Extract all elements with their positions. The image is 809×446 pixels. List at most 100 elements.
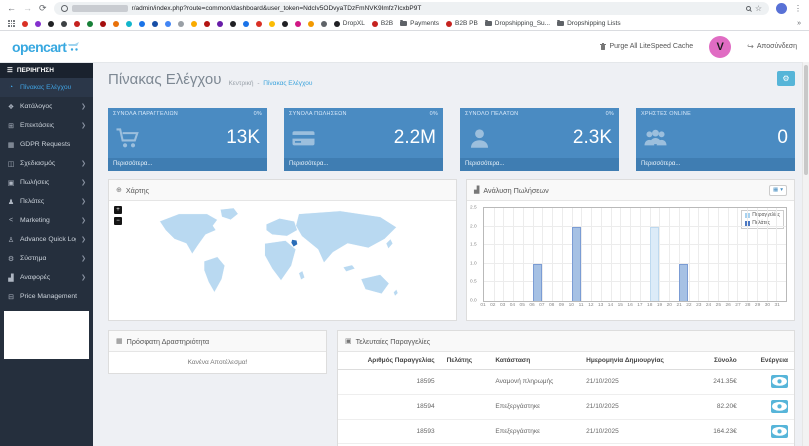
- bookmark-favicon[interactable]: [151, 20, 158, 27]
- breadcrumb-home-link[interactable]: Κεντρική: [228, 80, 254, 87]
- map-zoom-in-button[interactable]: +: [114, 206, 122, 214]
- sidebar-item-πίνακας-ελέγχου[interactable]: ◔ Πίνακας Ελέγχου: [0, 78, 93, 97]
- bookmark-favicon[interactable]: [203, 20, 210, 27]
- chart-gridline: [610, 208, 612, 301]
- sidebar-item-σχεδιασμός[interactable]: ◫ Σχεδιασμός ❯: [0, 154, 93, 173]
- tile-more-link[interactable]: Περισσότερα...: [108, 158, 267, 171]
- browser-profile-avatar[interactable]: [776, 3, 787, 14]
- bookmark-favicon[interactable]: [216, 20, 223, 27]
- chevron-right-icon: ❯: [80, 237, 86, 243]
- chart-gridline: [552, 208, 554, 301]
- orders-column-header: Ενέργεια: [742, 352, 794, 370]
- chart-legend: ΠαραγγελίεςΠελάτες: [741, 210, 784, 229]
- site-info-icon[interactable]: [60, 5, 68, 12]
- bookmark-item[interactable]: Dropshipping Lists: [557, 19, 621, 27]
- sidebar-item-πωλήσεις[interactable]: ▣ Πωλήσεις ❯: [0, 173, 93, 192]
- chevron-right-icon: ❯: [80, 180, 86, 186]
- tile-value: 2.2M: [393, 126, 436, 148]
- page-scrollbar[interactable]: [802, 62, 809, 446]
- sidebar-item-κατάλογος[interactable]: ❖ Κατάλογος ❯: [0, 97, 93, 116]
- sidebar-item-label: Πελάτες: [20, 198, 45, 205]
- bookmark-favicon[interactable]: [34, 20, 41, 27]
- stat-tile: ΣΥΝΟΛΑ ΠΑΡΑΓΓΕΛΙΩΝ 0% 13K Περισσότερα...: [108, 108, 267, 171]
- view-order-button[interactable]: [771, 424, 788, 438]
- bookmark-item[interactable]: DropXL: [333, 20, 365, 27]
- chart-gridline: [493, 208, 495, 301]
- bookmark-favicon[interactable]: [138, 20, 145, 27]
- bookmark-favicon[interactable]: [294, 20, 301, 27]
- browser-menu-icon[interactable]: ⋮: [794, 4, 802, 13]
- sidebar-item-σύστημα[interactable]: ⚙ Σύστημα ❯: [0, 249, 93, 268]
- bookmark-favicon[interactable]: [307, 20, 314, 27]
- chart-x-tick: 05: [519, 303, 525, 308]
- url-text[interactable]: r/admin/index.php?route=common/dashboard…: [131, 5, 422, 12]
- bookmark-star-icon[interactable]: ☆: [754, 3, 762, 13]
- scrollbar-thumb[interactable]: [804, 65, 808, 175]
- view-order-button[interactable]: [771, 399, 788, 413]
- address-bar[interactable]: r/admin/index.php?route=common/dashboard…: [53, 2, 769, 15]
- bookmark-item[interactable]: B2B PB: [446, 20, 478, 27]
- sidebar-item-πελάτες[interactable]: ♟ Πελάτες ❯: [0, 192, 93, 211]
- tile-more-link[interactable]: Περισσότερα...: [636, 158, 795, 171]
- bookmark-favicon[interactable]: [242, 20, 249, 27]
- bookmark-favicon[interactable]: [112, 20, 119, 27]
- refresh-icon[interactable]: ⟳: [39, 3, 47, 13]
- back-icon[interactable]: ←: [7, 3, 16, 13]
- user-avatar[interactable]: V: [709, 35, 732, 58]
- table-cell: 241.35€: [696, 369, 743, 395]
- sidebar-item-gdpr-requests[interactable]: ▦ GDPR Requests: [0, 135, 93, 154]
- sidebar-item-αναφορές[interactable]: ▟ Αναφορές ❯: [0, 268, 93, 287]
- chart-gridline: [484, 262, 786, 264]
- chart-date-range-button[interactable]: ▦ ▾: [769, 184, 787, 196]
- chart-x-tick: 14: [607, 303, 614, 308]
- view-order-button[interactable]: [771, 375, 788, 388]
- forward-icon[interactable]: →: [23, 3, 32, 13]
- table-cell-action: [742, 419, 794, 445]
- chevron-right-icon: ❯: [80, 123, 86, 129]
- table-cell: 18591: [338, 443, 441, 446]
- apps-grid-icon[interactable]: [8, 20, 15, 27]
- sidebar-item-marketing[interactable]: < Marketing ❯: [0, 211, 93, 230]
- breadcrumb-current-link[interactable]: Πίνακας Ελέγχου: [263, 80, 313, 87]
- purge-cache-button[interactable]: Purge All LiteSpeed Cache: [600, 43, 693, 50]
- bookmark-item[interactable]: Payments: [400, 19, 439, 27]
- bookmark-item[interactable]: B2B: [371, 20, 393, 27]
- bookmarks-overflow-icon[interactable]: »: [797, 20, 801, 27]
- orders-column-header: Κατάσταση: [489, 352, 581, 370]
- zoom-indicator-icon[interactable]: [745, 6, 751, 11]
- tile-more-link[interactable]: Περισσότερα...: [284, 158, 443, 171]
- bookmark-favicon[interactable]: [73, 20, 80, 27]
- orders-panel-title: Τελευταίες Παραγγελίες: [355, 336, 431, 346]
- bookmark-favicon[interactable]: [60, 20, 67, 27]
- tile-more-link[interactable]: Περισσότερα...: [460, 158, 619, 171]
- bookmark-favicon[interactable]: [255, 20, 262, 27]
- sidebar-item-advance-quick-login[interactable]: ♙ Advance Quick Login ❯: [0, 230, 93, 249]
- bookmark-item[interactable]: Dropshipping_Su...: [484, 19, 550, 27]
- bookmark-favicon[interactable]: [125, 20, 132, 27]
- table-cell: Αναμονή πληρωμής: [489, 369, 581, 395]
- bookmark-favicon[interactable]: [21, 20, 28, 27]
- dashboard-settings-button[interactable]: ⚙: [777, 71, 795, 86]
- bookmark-favicon[interactable]: [320, 20, 327, 27]
- table-cell: [440, 369, 490, 395]
- bookmark-favicon[interactable]: [99, 20, 106, 27]
- chart-x-tick: 27: [735, 303, 741, 308]
- chart-gridline: [522, 208, 524, 301]
- bookmark-favicon[interactable]: [268, 20, 275, 27]
- tile-value: 0: [777, 126, 788, 148]
- chart-x-tick: 04: [509, 303, 516, 308]
- world-map[interactable]: + −: [109, 201, 456, 320]
- table-cell: [440, 394, 490, 420]
- bookmark-favicon[interactable]: [177, 20, 184, 27]
- bookmark-favicon[interactable]: [47, 20, 54, 27]
- bookmark-favicon[interactable]: [86, 20, 93, 27]
- sidebar-item-επεκτάσεις[interactable]: ⊞ Επεκτάσεις ❯: [0, 116, 93, 135]
- bookmark-favicon[interactable]: [281, 20, 288, 27]
- bookmark-favicon[interactable]: [164, 20, 171, 27]
- map-zoom-out-button[interactable]: −: [114, 217, 122, 225]
- sidebar-item-price-management[interactable]: ⊟ Price Management: [0, 287, 93, 306]
- logout-button[interactable]: ↪ Αποσύνδεση: [747, 42, 797, 51]
- bookmark-favicon[interactable]: [229, 20, 236, 27]
- bookmark-favicon[interactable]: [190, 20, 197, 27]
- opencart-logo[interactable]: opencart: [12, 39, 81, 55]
